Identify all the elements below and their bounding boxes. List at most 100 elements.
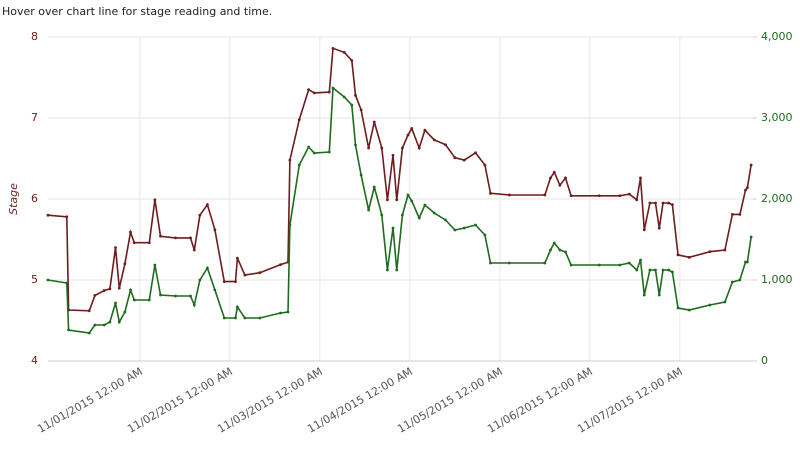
point[interactable]: [423, 128, 427, 132]
point[interactable]: [132, 298, 136, 302]
point[interactable]: [738, 212, 742, 216]
point[interactable]: [661, 268, 665, 272]
point[interactable]: [635, 198, 639, 202]
point[interactable]: [189, 294, 192, 298]
point[interactable]: [543, 193, 547, 197]
point[interactable]: [558, 183, 562, 187]
point[interactable]: [489, 191, 492, 195]
point[interactable]: [410, 127, 414, 130]
point[interactable]: [189, 236, 192, 240]
point[interactable]: [564, 176, 567, 180]
point[interactable]: [444, 143, 447, 147]
point[interactable]: [46, 213, 50, 217]
point[interactable]: [558, 248, 562, 252]
point[interactable]: [117, 320, 121, 324]
point[interactable]: [639, 176, 642, 180]
point[interactable]: [738, 278, 742, 282]
point[interactable]: [359, 173, 363, 177]
point[interactable]: [288, 223, 292, 227]
point[interactable]: [114, 246, 117, 250]
point[interactable]: [380, 213, 384, 217]
point[interactable]: [354, 143, 357, 147]
point[interactable]: [745, 186, 749, 190]
point[interactable]: [642, 293, 646, 297]
point[interactable]: [730, 280, 734, 284]
point[interactable]: [87, 331, 91, 335]
point[interactable]: [462, 226, 466, 230]
point[interactable]: [564, 250, 567, 254]
point[interactable]: [132, 241, 136, 245]
point[interactable]: [406, 133, 410, 137]
point[interactable]: [730, 212, 734, 216]
point[interactable]: [286, 310, 290, 314]
point[interactable]: [423, 203, 427, 207]
point[interactable]: [552, 170, 556, 174]
point[interactable]: [354, 93, 357, 97]
point[interactable]: [670, 203, 674, 207]
point[interactable]: [307, 145, 311, 149]
point[interactable]: [93, 293, 97, 297]
point[interactable]: [288, 158, 292, 162]
point[interactable]: [657, 226, 661, 230]
point[interactable]: [648, 268, 652, 272]
point[interactable]: [395, 198, 399, 202]
point[interactable]: [676, 253, 680, 257]
point[interactable]: [159, 234, 162, 238]
point[interactable]: [380, 146, 384, 150]
point[interactable]: [391, 226, 395, 230]
point[interactable]: [410, 199, 414, 203]
point[interactable]: [108, 287, 112, 291]
point[interactable]: [367, 208, 371, 212]
point[interactable]: [749, 163, 753, 167]
point[interactable]: [234, 280, 237, 284]
point[interactable]: [543, 261, 547, 265]
point[interactable]: [489, 261, 492, 265]
point[interactable]: [258, 316, 262, 320]
point[interactable]: [65, 215, 69, 219]
point[interactable]: [385, 198, 389, 202]
point[interactable]: [618, 194, 622, 198]
point[interactable]: [243, 316, 247, 320]
point[interactable]: [687, 308, 691, 312]
point[interactable]: [708, 303, 712, 307]
point[interactable]: [462, 158, 466, 162]
point[interactable]: [417, 146, 421, 150]
point[interactable]: [627, 192, 631, 196]
point[interactable]: [549, 176, 552, 180]
point[interactable]: [87, 309, 91, 313]
point[interactable]: [474, 151, 477, 155]
point[interactable]: [432, 211, 436, 215]
point[interactable]: [67, 328, 71, 332]
point[interactable]: [174, 236, 177, 240]
point[interactable]: [661, 201, 665, 205]
point[interactable]: [350, 103, 354, 107]
point[interactable]: [676, 306, 680, 310]
point[interactable]: [297, 163, 301, 167]
point[interactable]: [46, 278, 50, 282]
point[interactable]: [147, 298, 151, 302]
point[interactable]: [395, 268, 399, 272]
point[interactable]: [234, 316, 237, 320]
point[interactable]: [213, 228, 217, 232]
point[interactable]: [331, 46, 335, 50]
point[interactable]: [635, 268, 639, 272]
point[interactable]: [205, 266, 209, 270]
point[interactable]: [474, 223, 477, 227]
point[interactable]: [331, 86, 335, 90]
point[interactable]: [243, 273, 247, 277]
point[interactable]: [359, 108, 363, 112]
point[interactable]: [198, 213, 202, 217]
point[interactable]: [114, 301, 117, 305]
point[interactable]: [198, 278, 202, 282]
point[interactable]: [639, 258, 642, 262]
point[interactable]: [205, 203, 209, 207]
point[interactable]: [350, 59, 354, 62]
point[interactable]: [123, 262, 127, 266]
point[interactable]: [213, 288, 217, 292]
point[interactable]: [367, 146, 371, 150]
point[interactable]: [453, 156, 457, 160]
point[interactable]: [307, 88, 311, 92]
point[interactable]: [117, 286, 121, 290]
point[interactable]: [708, 250, 712, 254]
point[interactable]: [312, 91, 316, 95]
